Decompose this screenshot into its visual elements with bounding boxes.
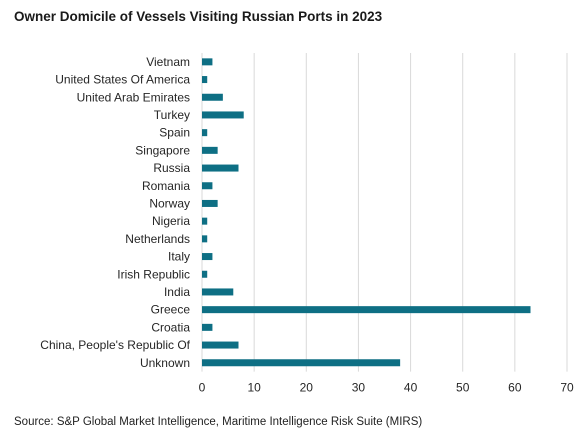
category-label: Croatia (151, 320, 190, 334)
gridlines (201, 53, 568, 372)
bar (202, 306, 531, 314)
category-label: United States Of America (55, 73, 190, 87)
bar (202, 111, 244, 119)
x-tick-label: 10 (247, 381, 261, 395)
category-label: Turkey (154, 108, 190, 122)
bar (202, 164, 239, 172)
x-tick-label: 30 (352, 381, 366, 395)
category-label: Norway (149, 196, 190, 210)
x-tick-label: 40 (404, 381, 418, 395)
category-label: United Arab Emirates (77, 90, 190, 104)
bar (202, 217, 208, 225)
bar (202, 341, 239, 349)
category-label: India (164, 285, 190, 299)
category-label: Netherlands (125, 232, 190, 246)
bar (202, 270, 208, 278)
x-tick-label: 20 (300, 381, 314, 395)
category-label: Singapore (135, 143, 190, 157)
category-label: Unknown (140, 356, 190, 370)
bar (202, 288, 234, 296)
category-labels: Vietnam United States Of America United Ar… (40, 55, 190, 370)
x-tick-label: 0 (199, 381, 206, 395)
bar (202, 129, 208, 137)
chart-title: Owner Domicile of Vessels Visiting Russi… (14, 9, 383, 24)
bar (202, 58, 213, 66)
bar (202, 199, 218, 207)
bar (202, 76, 208, 84)
category-label: Italy (168, 250, 190, 264)
category-label: Vietnam (146, 55, 190, 69)
category-label: Nigeria (152, 214, 190, 228)
category-label: China, People's Republic Of (40, 338, 190, 352)
category-label: Spain (159, 126, 190, 140)
category-label: Russia (153, 161, 190, 175)
bar (202, 182, 213, 190)
category-label: Irish Republic (117, 267, 190, 281)
bar (202, 253, 213, 261)
x-tick-labels: 0 10 20 30 40 50 60 70 (199, 381, 574, 395)
source-note: Source: S&P Global Market Intelligence, … (14, 416, 423, 428)
bar (202, 323, 213, 331)
bar (202, 146, 218, 154)
x-tick-label: 50 (456, 381, 470, 395)
bar (202, 93, 223, 101)
x-tick-label: 70 (560, 381, 574, 395)
bar (202, 359, 401, 367)
category-label: Romania (142, 179, 190, 193)
x-tick-label: 60 (508, 381, 522, 395)
bar (202, 235, 208, 243)
category-label: Greece (151, 303, 191, 317)
bars (202, 58, 531, 367)
